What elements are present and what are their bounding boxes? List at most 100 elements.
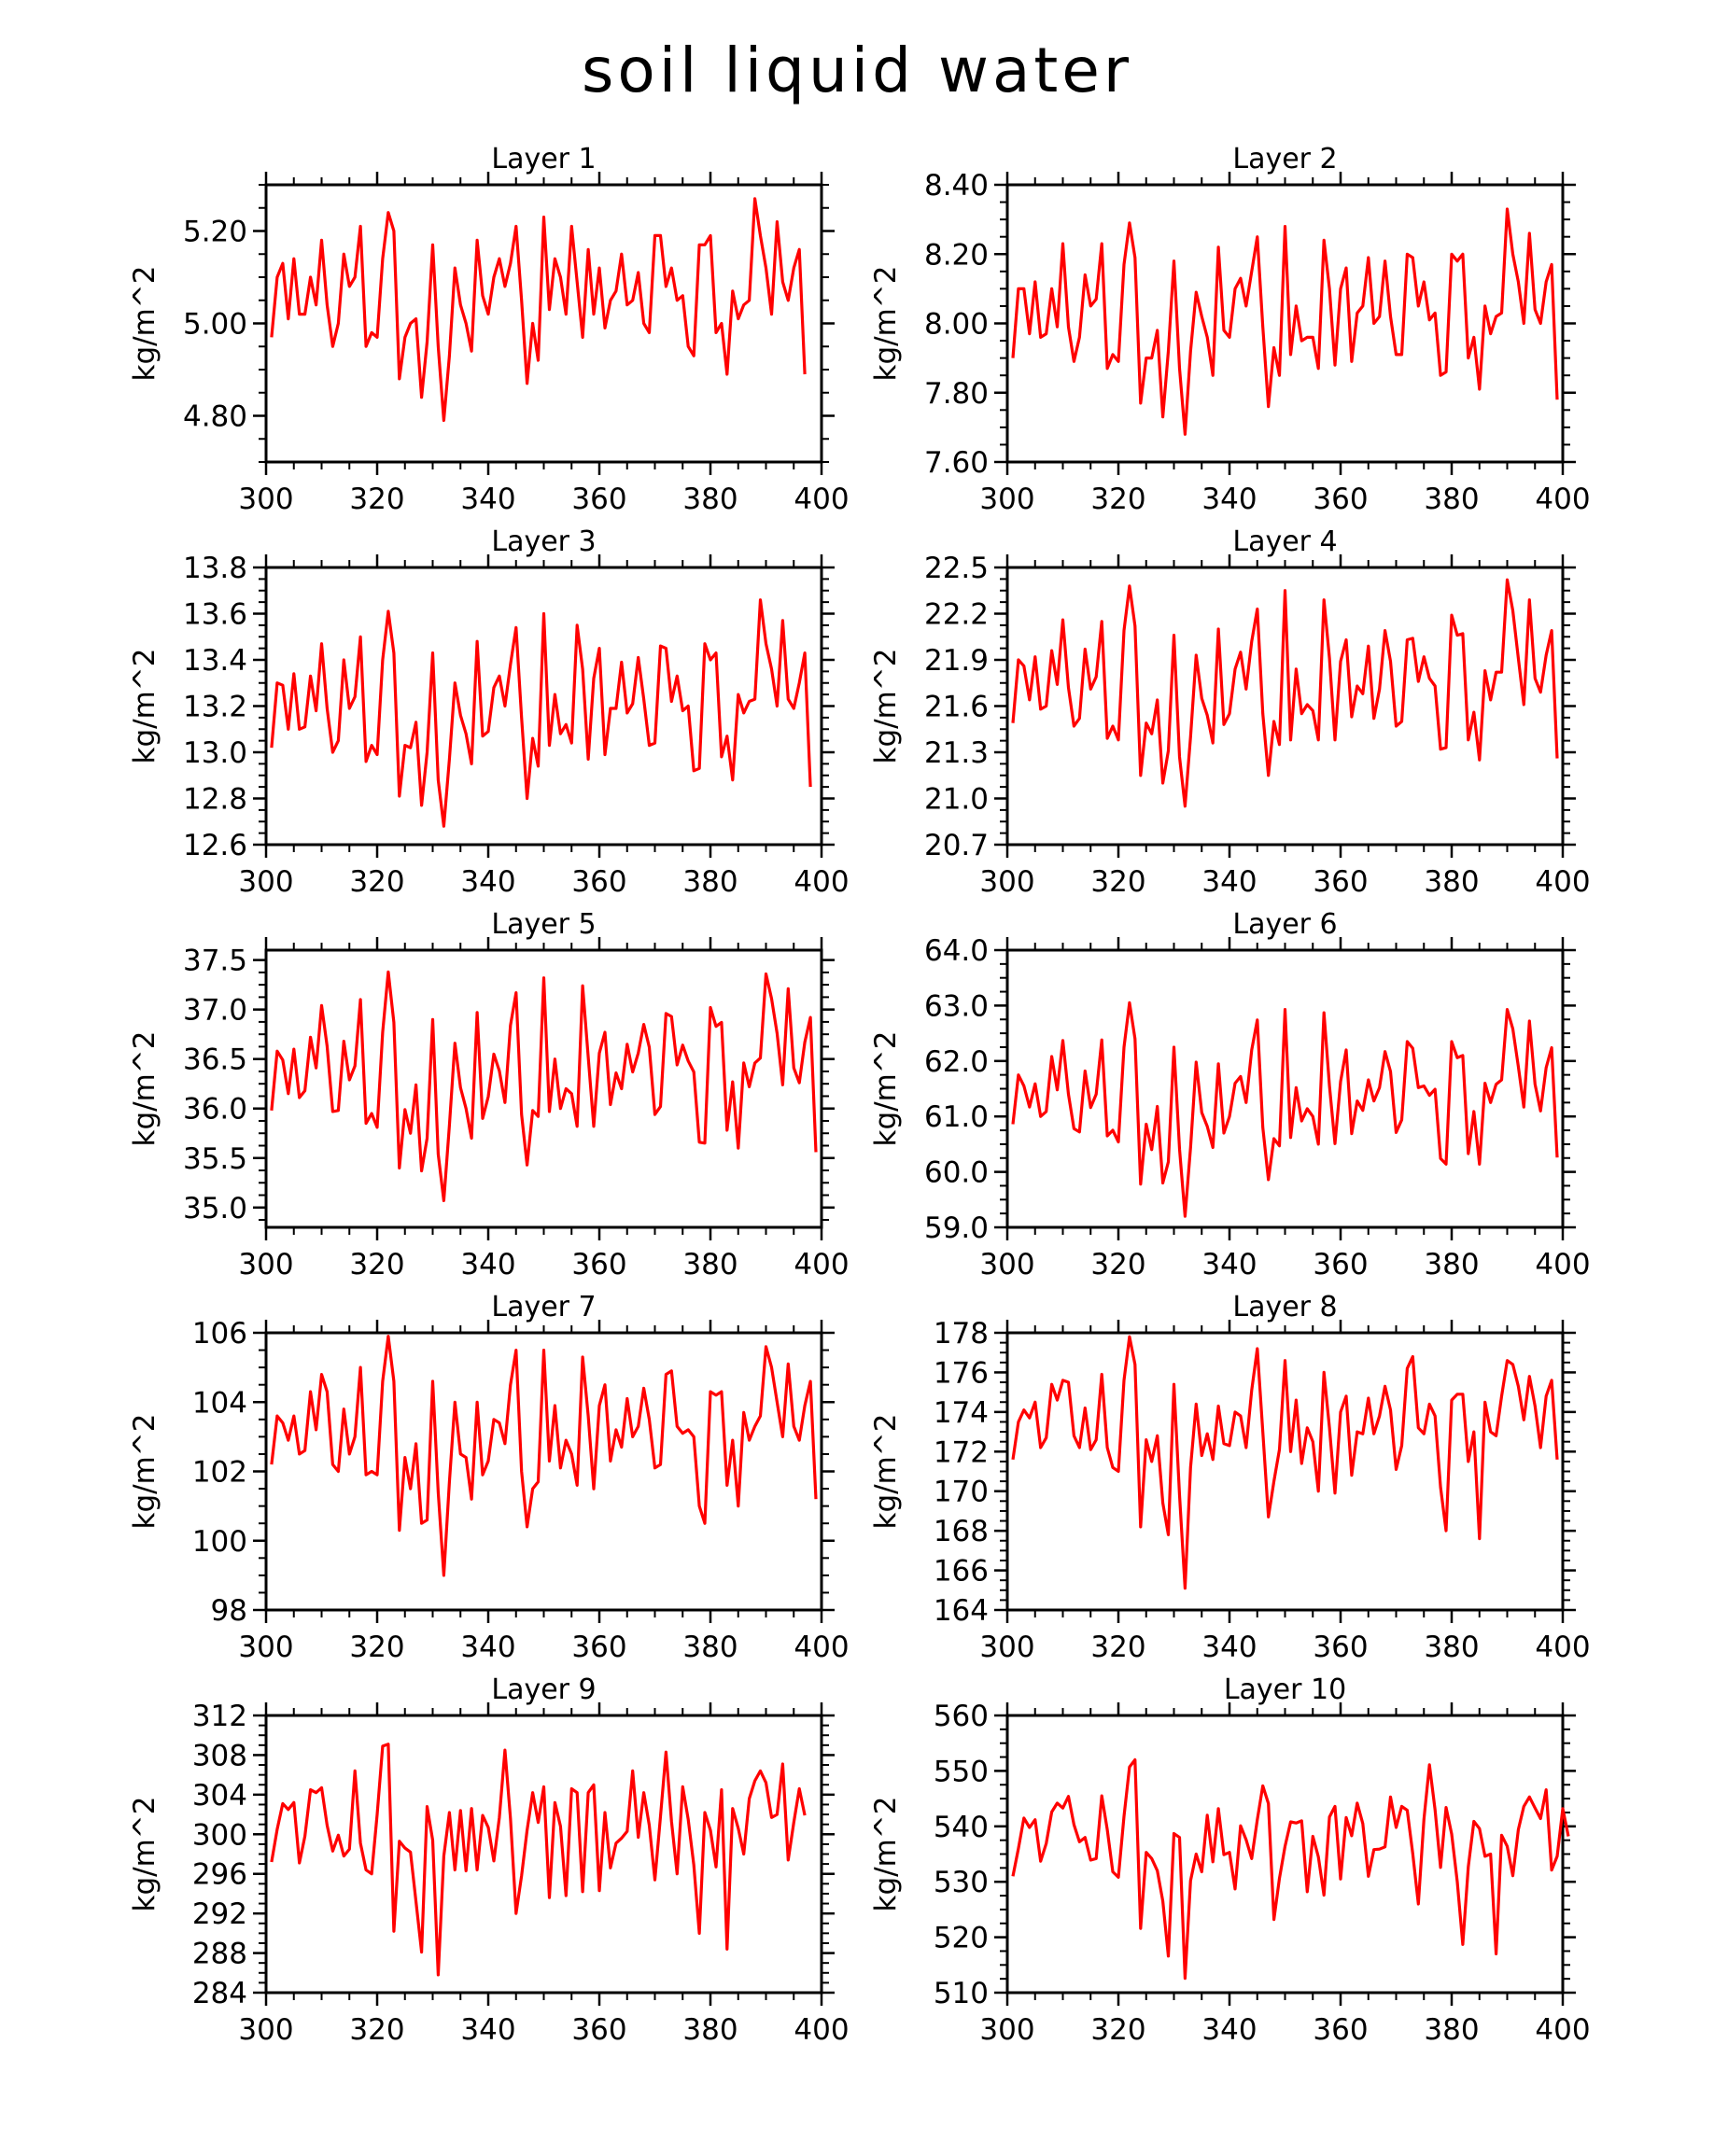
- y-tick-label: 296: [192, 1858, 247, 1892]
- x-tick-label: 360: [1313, 1248, 1368, 1281]
- y-tick-label: 172: [934, 1435, 989, 1469]
- y-tick-label: 174: [934, 1396, 989, 1430]
- x-tick-label: 360: [571, 1631, 626, 1664]
- x-tick-label: 320: [349, 1631, 404, 1664]
- x-tick-label: 380: [1424, 483, 1479, 516]
- y-tick-label: 304: [192, 1779, 247, 1813]
- panel-layer-9: Layer 9 300 320 340 360 380 400 284 288 292 296 300…: [128, 1673, 850, 2047]
- y-tick-label: 37.5: [183, 945, 247, 978]
- y-axis-label: kg/m^2: [869, 1031, 903, 1147]
- y-tick-label: 288: [192, 1938, 247, 1971]
- y-tick-label: 312: [192, 1700, 247, 1733]
- series-line: [270, 598, 812, 828]
- panel-layer-7: Layer 7 300 320 340 360 380 400 98 100 102 104 106 k…: [128, 1291, 850, 1664]
- x-tick-label: 340: [460, 865, 515, 899]
- y-axis-label: kg/m^2: [128, 1414, 162, 1530]
- series-line: [270, 1743, 807, 1977]
- y-tick-label: 13.6: [183, 598, 247, 632]
- panel-title: Layer 5: [491, 908, 596, 941]
- y-tick-label: 60.0: [924, 1156, 989, 1190]
- x-tick-label: 400: [1535, 1631, 1590, 1664]
- panel-title: Layer 7: [491, 1291, 596, 1323]
- x-tick-label: 400: [794, 2013, 849, 2047]
- panel-title: Layer 3: [491, 525, 596, 558]
- x-tick-label: 340: [1201, 1631, 1257, 1664]
- panel-layer-10: Layer 10 300 320 340 360 380 400 510 520 530 540 55…: [869, 1673, 1591, 2047]
- series-line: [1011, 1757, 1570, 1981]
- y-tick-label: 21.6: [924, 691, 989, 724]
- y-tick-label: 550: [934, 1755, 989, 1788]
- y-axis-label: kg/m^2: [869, 1414, 903, 1530]
- y-tick-label: 8.00: [924, 308, 989, 342]
- y-tick-label: 59.0: [924, 1211, 989, 1245]
- x-tick-label: 380: [1424, 1248, 1479, 1281]
- series-line: [270, 970, 818, 1203]
- panel-layer-6: Layer 6 300 320 340 360 380 400 59.0 60.0 61.0 62.…: [869, 908, 1591, 1281]
- x-tick-label: 300: [979, 865, 1034, 899]
- y-axis-label: kg/m^2: [869, 1797, 903, 1912]
- y-tick-label: 5.20: [183, 216, 247, 249]
- y-tick-label: 37.0: [183, 994, 247, 1028]
- panel-layer-4: Layer 4 300 320 340 360 380 400 20.7 21.0 21.3 21.…: [869, 525, 1591, 899]
- x-tick-label: 400: [794, 483, 849, 516]
- x-tick-label: 360: [571, 865, 626, 899]
- y-tick-label: 170: [934, 1476, 989, 1509]
- panel-grid: Layer 1 300 320 340 360 380 400 4.80 5.00 5.20 kg/…: [128, 143, 1591, 2047]
- x-tick-label: 300: [238, 2013, 293, 2047]
- panel-layer-1: Layer 1 300 320 340 360 380 400 4.80 5.00 5.20 kg/…: [128, 143, 850, 516]
- panel-title: Layer 9: [491, 1673, 596, 1706]
- y-tick-label: 63.0: [924, 989, 989, 1023]
- figure-title: soil liquid water: [582, 35, 1132, 106]
- y-tick-label: 98: [211, 1594, 247, 1628]
- y-axis-label: kg/m^2: [869, 649, 903, 764]
- x-tick-label: 320: [1090, 1248, 1145, 1281]
- y-tick-label: 13.2: [183, 691, 247, 724]
- x-tick-label: 380: [1424, 2013, 1479, 2047]
- x-tick-label: 400: [1535, 865, 1590, 899]
- x-tick-label: 300: [979, 2013, 1034, 2047]
- y-tick-label: 178: [934, 1317, 989, 1351]
- x-tick-label: 300: [238, 1631, 293, 1664]
- x-tick-label: 400: [794, 865, 849, 899]
- y-tick-label: 176: [934, 1356, 989, 1390]
- x-tick-label: 400: [794, 1631, 849, 1664]
- y-tick-label: 166: [934, 1555, 989, 1589]
- y-tick-label: 12.8: [183, 783, 247, 817]
- y-tick-label: 106: [192, 1317, 247, 1351]
- y-tick-label: 520: [934, 1922, 989, 1955]
- y-tick-label: 22.2: [924, 598, 989, 632]
- x-tick-label: 380: [1424, 865, 1479, 899]
- y-tick-label: 164: [934, 1594, 989, 1628]
- series-line: [1011, 207, 1559, 436]
- panel-title: Layer 6: [1232, 908, 1337, 941]
- plot-frame: [1005, 948, 1565, 1229]
- y-tick-label: 35.0: [183, 1192, 247, 1225]
- plot-frame: [264, 1714, 823, 1995]
- x-tick-label: 340: [460, 483, 515, 516]
- y-axis-label: kg/m^2: [128, 649, 162, 764]
- y-tick-label: 8.40: [924, 169, 989, 203]
- x-tick-label: 340: [460, 1631, 515, 1664]
- x-tick-label: 360: [1313, 2013, 1368, 2047]
- x-tick-label: 360: [571, 483, 626, 516]
- y-tick-label: 13.0: [183, 736, 247, 770]
- y-tick-label: 21.0: [924, 783, 989, 817]
- x-tick-label: 320: [349, 2013, 404, 2047]
- x-tick-label: 360: [571, 2013, 626, 2047]
- x-tick-label: 360: [1313, 865, 1368, 899]
- y-tick-label: 13.8: [183, 552, 247, 585]
- y-tick-label: 35.5: [183, 1142, 247, 1176]
- x-tick-label: 360: [1313, 1631, 1368, 1664]
- y-tick-label: 62.0: [924, 1045, 989, 1079]
- y-axis-label: kg/m^2: [128, 266, 162, 382]
- y-tick-label: 104: [192, 1386, 247, 1420]
- y-tick-label: 7.80: [924, 377, 989, 411]
- y-axis-label: kg/m^2: [869, 266, 903, 382]
- x-tick-label: 300: [979, 1248, 1034, 1281]
- x-tick-label: 360: [571, 1248, 626, 1281]
- x-tick-label: 340: [1201, 483, 1257, 516]
- x-tick-label: 300: [238, 483, 293, 516]
- x-tick-label: 340: [1201, 1248, 1257, 1281]
- y-tick-label: 20.7: [924, 829, 989, 862]
